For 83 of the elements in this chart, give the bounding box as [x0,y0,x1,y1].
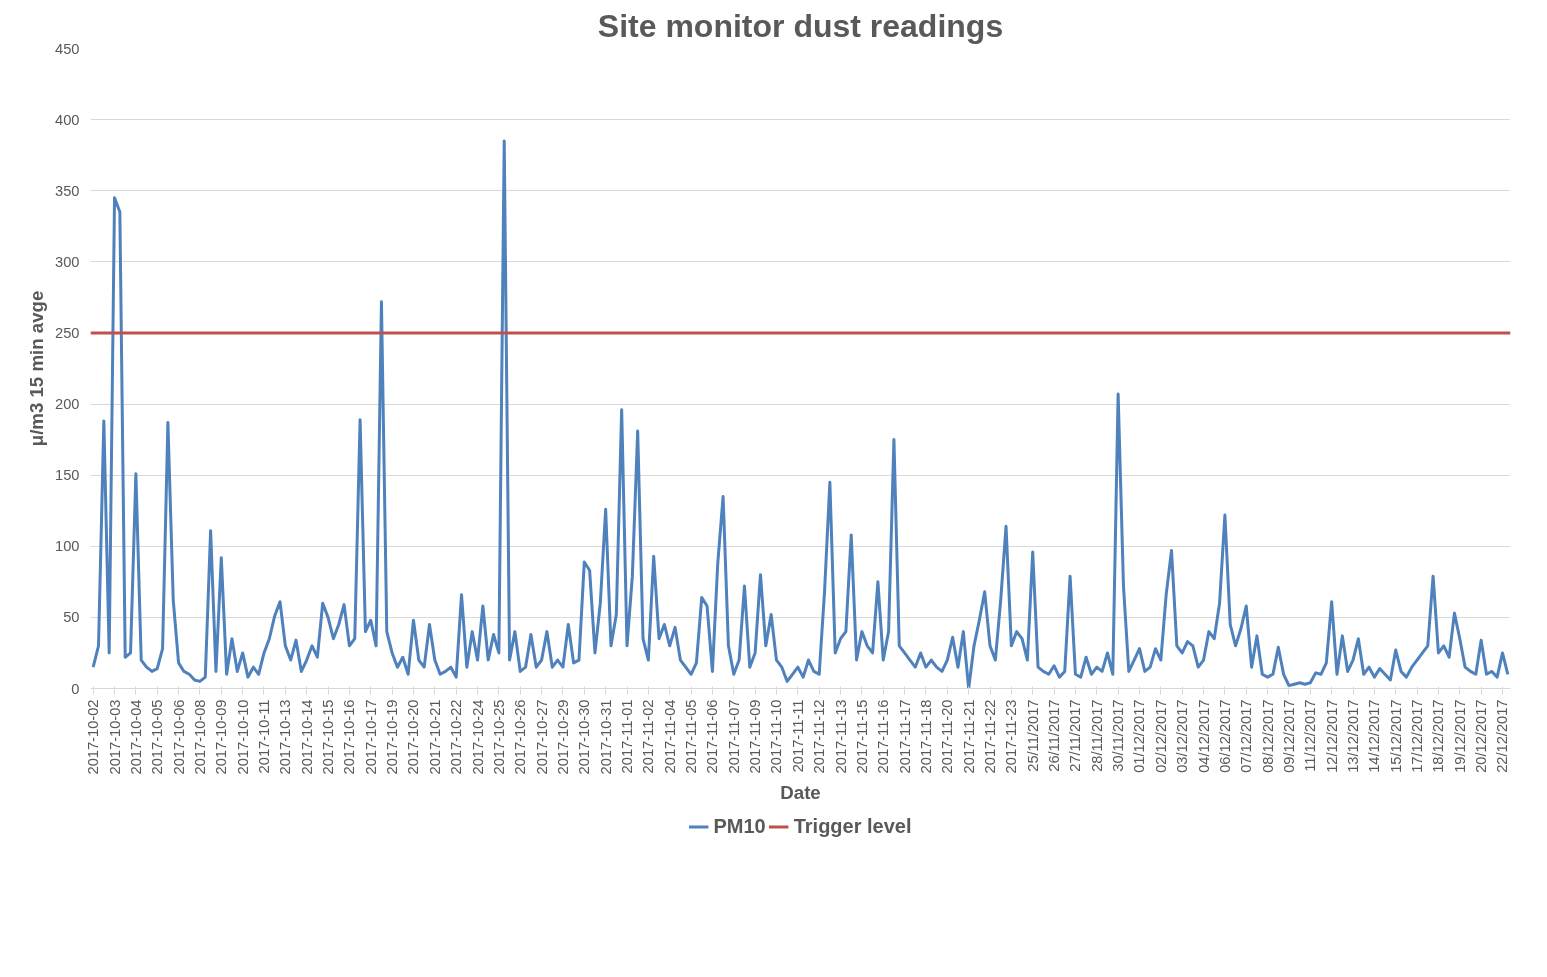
x-tick-label: 2017-10-27 [533,699,550,775]
x-tick-label: 2017-10-09 [213,699,230,775]
x-tick-label: 2017-11-15 [853,699,870,774]
x-tick-label: 2017-10-19 [384,699,401,775]
x-tick-label: 2017-11-02 [640,699,657,774]
x-tick-label: 04/12/2017 [1195,699,1212,773]
x-tick-label: 2017-10-04 [127,699,144,775]
x-tick-label: 2017-11-05 [683,699,700,774]
x-tick-label: 26/11/2017 [1046,699,1063,772]
x-tick-label: 2017-10-30 [576,699,593,775]
x-tick-label: 11/12/2017 [1302,699,1319,772]
x-tick-label: 2017-10-15 [320,699,337,775]
x-tick-label: 18/12/2017 [1430,699,1447,773]
x-tick-label: 22/12/2017 [1494,699,1511,773]
x-tick-label: 2017-10-16 [341,699,358,775]
chart-title: Site monitor dust readings [597,7,1004,44]
x-tick-label: 2017-10-26 [512,699,529,775]
x-tick-label: 2017-11-18 [917,699,934,774]
x-tick-label: 02/12/2017 [1152,699,1169,773]
x-tick-label: 2017-10-08 [191,699,208,775]
x-tick-label: 2017-11-17 [896,699,913,774]
x-tick-label: 2017-11-01 [619,699,635,774]
x-tick-label: 2017-10-13 [277,699,294,775]
x-tick-label: 2017-10-10 [234,699,251,775]
x-tick-label: 2017-10-29 [554,699,571,775]
x-tick-label: 20/12/2017 [1473,699,1490,773]
x-tick-label: 03/12/2017 [1174,699,1191,773]
legend-label: PM10 [713,814,766,838]
x-tick-label: 14/12/2017 [1366,699,1383,773]
y-tick-label: 0 [71,680,80,697]
x-tick-label: 2017-10-03 [106,699,123,775]
x-tick-label: 2017-10-06 [170,699,187,775]
x-tick-label: 13/12/2017 [1345,699,1362,773]
x-tick-label: 2017-10-20 [405,699,422,775]
x-tick-label: 2017-10-05 [149,699,166,775]
x-tick-label: 2017-11-13 [832,699,849,774]
x-tick-label: 2017-11-21 [960,699,977,774]
y-tick-label: 300 [55,253,80,270]
y-tick-label: 450 [55,40,80,57]
x-tick-label: 17/12/2017 [1409,699,1426,773]
x-tick-label: 2017-10-02 [85,699,102,775]
x-tick-label: 01/12/2017 [1131,699,1148,773]
x-tick-label: 2017-11-06 [704,699,721,774]
x-tick-label: 12/12/2017 [1323,699,1340,773]
x-tick-label: 2017-11-22 [982,699,999,774]
x-tick-label: 2017-11-04 [661,699,678,774]
y-tick-label: 250 [55,324,80,341]
y-axis-title: μ/m3 15 min avge [26,290,48,447]
x-tick-label: 25/11/2017 [1024,699,1041,772]
x-tick-label: 2017-10-17 [362,699,379,775]
y-tick-label: 100 [55,538,80,555]
x-tick-label: 2017-11-11 [789,699,806,773]
x-tick-label: 30/11/2017 [1110,699,1127,772]
x-tick-label: 07/12/2017 [1238,699,1255,773]
x-tick-label: 2017-10-25 [490,699,507,775]
x-tick-label: 08/12/2017 [1259,699,1276,773]
y-tick-label: 350 [55,182,80,199]
y-tick-label: 150 [55,467,80,484]
x-tick-label: 2017-11-16 [875,699,892,774]
x-tick-label: 2017-10-22 [448,699,465,775]
y-tick-label: 400 [55,111,80,128]
x-tick-label: 2017-11-09 [747,699,764,774]
x-tick-label: 2017-11-23 [1003,699,1020,774]
x-tick-label: 2017-10-14 [298,699,315,775]
legend-label: Trigger level [793,814,912,838]
x-tick-label: 19/12/2017 [1451,699,1468,773]
x-tick-label: 28/11/2017 [1088,699,1105,772]
x-tick-label: 2017-11-07 [725,699,742,774]
x-axis-title: Date [780,782,821,804]
x-tick-label: 15/12/2017 [1387,699,1404,773]
x-tick-label: 2017-11-10 [768,699,785,774]
x-tick-label: 27/11/2017 [1067,699,1084,772]
x-tick-label: 06/12/2017 [1216,699,1233,773]
x-tick-label: 2017-10-24 [469,699,486,775]
x-tick-label: 2017-10-11 [256,699,272,774]
x-tick-label: 09/12/2017 [1280,699,1297,773]
x-tick-label: 2017-10-31 [597,699,614,775]
x-tick-label: 2017-10-21 [426,699,443,775]
y-tick-label: 200 [55,396,80,413]
line-series [91,139,1510,689]
x-tick-label: 2017-11-12 [811,699,828,774]
x-tick-label: 2017-11-20 [939,699,956,774]
y-tick-label: 50 [63,609,80,626]
